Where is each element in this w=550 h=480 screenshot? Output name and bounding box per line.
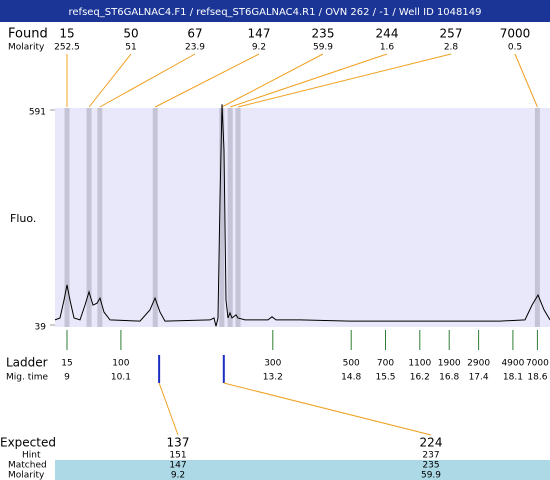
ladder-time: 18.1 xyxy=(503,373,523,383)
found-size: 7000 xyxy=(500,27,531,41)
peak-connector xyxy=(514,53,538,108)
title-bar xyxy=(0,0,550,22)
hint-size: 237 xyxy=(422,451,439,461)
found-size: 147 xyxy=(248,27,271,41)
peak-connector xyxy=(154,53,260,108)
found-size: 15 xyxy=(59,27,74,41)
trace-line xyxy=(54,104,550,327)
ladder-size: 300 xyxy=(264,359,281,369)
ladder-size: 500 xyxy=(343,359,360,369)
found-size: 50 xyxy=(123,27,138,41)
found-size: 67 xyxy=(187,27,202,41)
y-tick-label: 591 xyxy=(29,108,46,118)
y-axis-label: Fluo. xyxy=(10,212,36,225)
title: refseq_ST6GALNAC4.F1 / refseq_ST6GALNAC4… xyxy=(69,7,482,18)
y-tick-label: 39 xyxy=(35,323,47,333)
expected-connector xyxy=(158,382,179,436)
found-molarity: 0.5 xyxy=(508,43,522,53)
matched-molarity: 9.2 xyxy=(171,471,185,480)
ladder-time: 13.2 xyxy=(263,373,283,383)
found-molarity: 9.2 xyxy=(252,43,266,53)
ladder-time: 17.4 xyxy=(469,373,489,383)
peak-connector xyxy=(88,53,132,108)
found-size: 244 xyxy=(376,27,399,41)
peak-band xyxy=(86,108,92,327)
peak-band xyxy=(97,108,103,327)
peak-band xyxy=(64,108,70,327)
ladder-size: 1100 xyxy=(408,359,431,369)
matched-size: 147 xyxy=(169,461,186,471)
ladder-time: 9 xyxy=(64,373,70,383)
found-molarity: 23.9 xyxy=(185,43,205,53)
matched-size: 235 xyxy=(422,461,439,471)
expected-label: Expected xyxy=(0,436,56,450)
peak-band xyxy=(534,108,540,327)
ladder-size: 7000 xyxy=(526,359,549,369)
ladder-size: 2900 xyxy=(467,359,490,369)
ladder-size: 700 xyxy=(377,359,394,369)
found-size: 235 xyxy=(312,27,335,41)
peak-band xyxy=(227,108,233,327)
matched-label: Matched xyxy=(8,461,47,471)
peak-band xyxy=(235,108,241,327)
mig-time-label: Mig. time xyxy=(6,373,48,383)
ladder-label: Ladder xyxy=(6,356,48,370)
expected-molarity-label: Molarity xyxy=(8,471,45,480)
matched-band xyxy=(55,460,550,480)
molarity-label: Molarity xyxy=(8,43,45,53)
peak-connector xyxy=(237,53,452,108)
matched-molarity: 59.9 xyxy=(421,471,441,480)
found-size: 257 xyxy=(440,27,463,41)
ladder-time: 16.8 xyxy=(439,373,459,383)
found-molarity: 2.8 xyxy=(444,43,459,53)
peak-connector xyxy=(221,53,324,108)
ladder-time: 18.6 xyxy=(527,373,547,383)
peak-band xyxy=(152,108,158,327)
ladder-time: 10.1 xyxy=(111,373,131,383)
hint-size: 151 xyxy=(169,451,186,461)
ladder-time: 15.5 xyxy=(375,373,395,383)
ladder-size: 4900 xyxy=(501,359,524,369)
found-molarity: 1.6 xyxy=(380,43,395,53)
found-molarity: 59.9 xyxy=(313,43,333,53)
found-label: Found xyxy=(8,27,48,42)
found-molarity: 252.5 xyxy=(54,43,80,53)
expected-size: 137 xyxy=(167,436,190,450)
expected-size: 224 xyxy=(420,436,443,450)
found-molarity: 51 xyxy=(125,43,136,53)
plot-area xyxy=(55,108,550,327)
ladder-size: 1900 xyxy=(438,359,461,369)
peak-connector xyxy=(99,53,196,108)
ladder-size: 15 xyxy=(61,359,72,369)
peak-band xyxy=(219,108,225,327)
peak-connector xyxy=(230,53,388,108)
ladder-size: 100 xyxy=(112,359,129,369)
expected-connector xyxy=(223,382,432,436)
ladder-time: 16.2 xyxy=(410,373,430,383)
hint-label: Hint xyxy=(22,451,41,461)
ladder-time: 14.8 xyxy=(341,373,361,383)
